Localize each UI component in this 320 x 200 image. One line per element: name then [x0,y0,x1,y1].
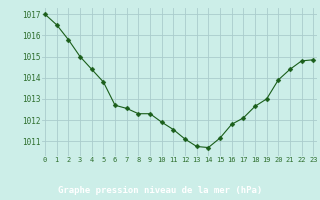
Text: Graphe pression niveau de la mer (hPa): Graphe pression niveau de la mer (hPa) [58,186,262,195]
